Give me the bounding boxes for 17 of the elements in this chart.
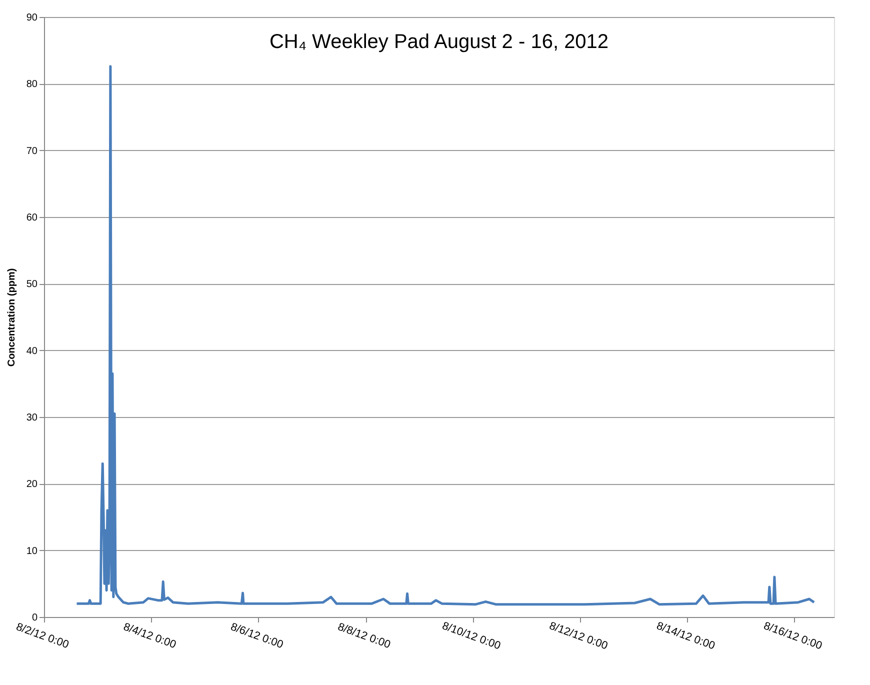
text: CH₄ Weekley Pad August 2 - 16, 2012 xyxy=(269,31,609,53)
y-tick-label: 70 xyxy=(26,146,38,157)
x-tick-label: 8/8/12 0:00 xyxy=(336,621,392,652)
line-series xyxy=(76,65,816,606)
y-tick-label: 60 xyxy=(26,212,38,224)
y-tick-label: 10 xyxy=(26,546,38,557)
x-tick-label: 8/4/12 0:00 xyxy=(122,621,178,652)
y-tick-label: 0 xyxy=(32,612,38,624)
x-tick-label: 8/2/12 0:00 xyxy=(14,621,70,652)
y-tick-label: 40 xyxy=(26,346,38,357)
y-tick-label: 50 xyxy=(26,279,38,290)
y-tick-label: 90 xyxy=(26,12,38,24)
y-tick-label: 20 xyxy=(26,479,38,490)
x-tick-label: 8/6/12 0:00 xyxy=(228,621,285,652)
y-axis-title: Concentration (ppm) xyxy=(6,268,18,367)
y-tick-label: 80 xyxy=(26,79,38,90)
y-tick-label: 30 xyxy=(26,412,38,424)
